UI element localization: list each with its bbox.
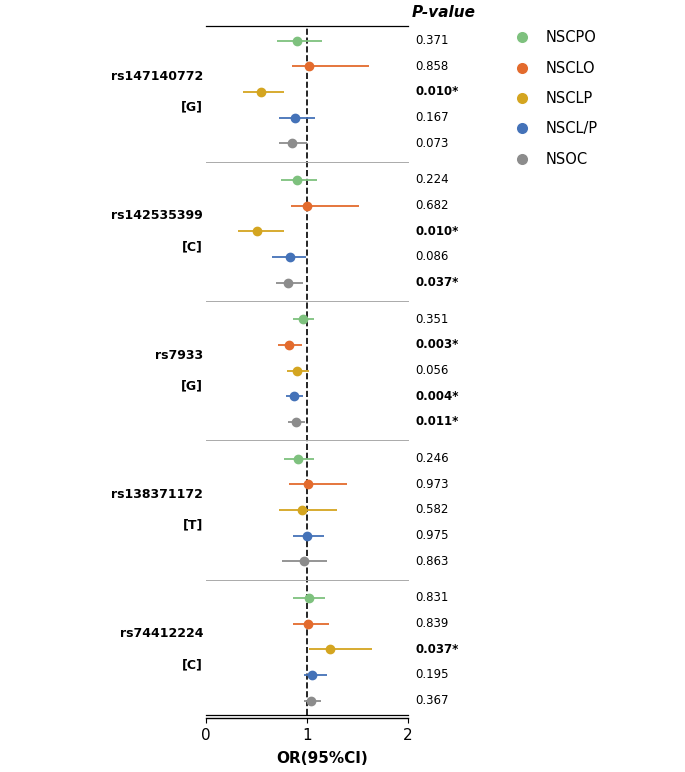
Text: 0.037*: 0.037* [416,276,459,289]
Text: 0.086: 0.086 [416,250,449,263]
Text: 0.224: 0.224 [416,174,449,186]
Text: 0.367: 0.367 [416,694,449,707]
Text: rs142535399: rs142535399 [112,209,203,222]
Text: 0.010*: 0.010* [416,225,459,238]
Text: [C]: [C] [182,658,203,671]
Text: [T]: [T] [183,519,203,532]
Text: 0.839: 0.839 [416,617,449,630]
Text: 0.973: 0.973 [416,478,449,491]
Text: 0.195: 0.195 [416,669,449,682]
Text: [G]: [G] [181,380,203,392]
Text: P-value: P-value [412,5,476,20]
Text: rs7933: rs7933 [155,349,203,361]
Text: [G]: [G] [181,101,203,113]
Text: 0.582: 0.582 [416,503,449,516]
Text: 0.011*: 0.011* [416,415,459,428]
Text: 0.167: 0.167 [416,111,449,124]
Text: [C]: [C] [182,240,203,253]
Text: 0.682: 0.682 [416,199,449,212]
Text: 0.863: 0.863 [416,555,449,567]
Text: 0.858: 0.858 [416,59,449,73]
Text: 0.004*: 0.004* [416,390,459,403]
Text: 0.037*: 0.037* [416,643,459,655]
Text: rs147140772: rs147140772 [111,70,203,83]
Legend: NSCPO, NSCLO, NSCLP, NSCL/P, NSOC: NSCPO, NSCLO, NSCLP, NSCL/P, NSOC [508,30,597,167]
Text: rs74412224: rs74412224 [120,628,203,640]
Text: 0.351: 0.351 [416,313,449,326]
Text: 0.073: 0.073 [416,137,449,150]
Text: 0.056: 0.056 [416,364,449,377]
X-axis label: OR(95%CI): OR(95%CI) [276,751,368,766]
Text: 0.003*: 0.003* [416,338,459,351]
Text: rs138371172: rs138371172 [111,488,203,501]
Text: 0.831: 0.831 [416,591,449,604]
Text: 0.010*: 0.010* [416,86,459,98]
Text: 0.246: 0.246 [416,452,449,465]
Text: 0.975: 0.975 [416,529,449,542]
Text: 0.371: 0.371 [416,34,449,47]
